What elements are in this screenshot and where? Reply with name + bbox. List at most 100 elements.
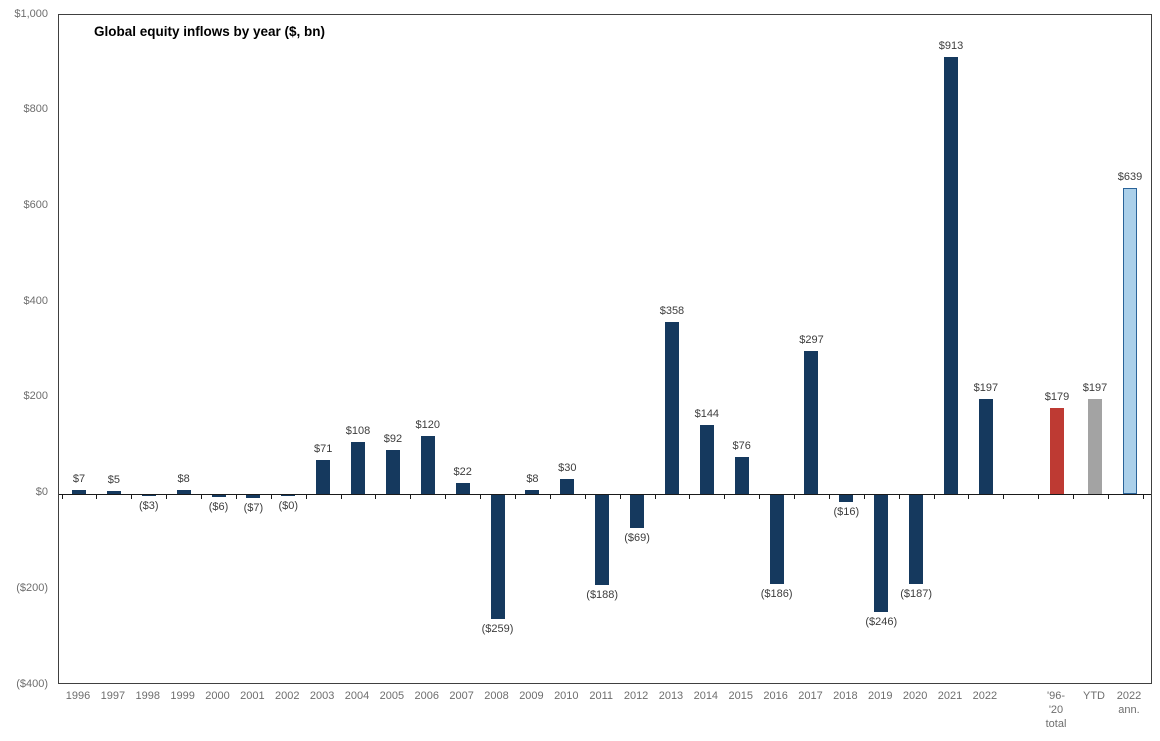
bar-value-label: $76: [732, 440, 751, 453]
x-tick-label: 2002: [275, 690, 300, 702]
x-tick-label: 2013: [658, 690, 684, 702]
axis-tick: [410, 493, 412, 499]
axis-tick: [201, 493, 203, 499]
x-tick-label: 1996: [65, 690, 91, 702]
bar-2001: [246, 494, 261, 498]
y-tick-label: $200: [23, 390, 48, 403]
axis-tick: [340, 493, 342, 499]
bar-value-label: $71: [313, 442, 333, 455]
bar-1999: [176, 489, 191, 494]
bar-2004: [351, 441, 366, 494]
x-tick-label: 1998: [135, 690, 160, 702]
y-tick-label: $1,000: [14, 7, 48, 20]
bar-2020: [909, 494, 924, 585]
axis-tick: [1038, 493, 1040, 499]
x-tick-label: 2003: [309, 690, 335, 702]
bar-2010: [560, 479, 575, 494]
x-tick-label: 2021: [937, 690, 963, 702]
y-tick-label: $800: [23, 103, 48, 116]
x-tick-label: 2005: [379, 690, 405, 702]
bar-value-label: $8: [526, 472, 539, 485]
axis-tick: [375, 493, 377, 499]
y-tick-label: ($400): [16, 677, 48, 690]
bar-2000: [211, 494, 226, 498]
bar-value-label: $197: [1082, 382, 1108, 395]
bar-value-label: $30: [558, 462, 577, 475]
bar-value-label: ($187): [900, 588, 932, 601]
axis-tick: [305, 493, 307, 499]
bar-2009: [525, 489, 540, 494]
axis-tick: [445, 493, 447, 499]
axis-tick: [515, 493, 516, 499]
bar-2015: [734, 457, 749, 494]
bar-2013: [664, 322, 679, 494]
bar-value-label: ($188): [586, 588, 619, 601]
axis-tick: [166, 493, 168, 499]
bar-value-label: $639: [1117, 170, 1143, 183]
x-tick-label: 2008: [484, 690, 509, 702]
bar-value-label: ($259): [481, 622, 514, 635]
y-tick-label: ($200): [16, 581, 48, 594]
axis-tick: [968, 493, 970, 499]
axis-tick: [654, 493, 656, 499]
x-tick-label: 2001: [240, 690, 265, 702]
bar-value-label: $197: [973, 382, 999, 395]
y-tick-label: $400: [23, 294, 48, 307]
bar-value-label: ($3): [138, 500, 159, 512]
bar-value-label: $92: [383, 432, 403, 445]
bar-2014: [699, 424, 714, 494]
bar-value-label: $8: [177, 472, 190, 485]
bar-value-label: ($16): [833, 506, 860, 519]
bar-value-label: ($246): [865, 616, 898, 629]
axis-tick: [619, 493, 621, 499]
bar-ytd: [1088, 399, 1102, 494]
axis-tick: [863, 493, 865, 499]
bar-value-label: $5: [107, 474, 120, 487]
bar-2011: [595, 494, 610, 585]
bar-value-label: ($186): [760, 587, 793, 600]
axis-tick: [61, 493, 63, 499]
axis-tick: [898, 493, 900, 499]
axis-tick: [235, 493, 237, 499]
bar-value-label: ($0): [278, 499, 299, 512]
bar-1996: [72, 490, 86, 494]
x-tick-label: 2006: [414, 690, 440, 702]
zero-axis-line: [59, 493, 1151, 495]
axis-tick: [131, 493, 133, 499]
axis-tick: [794, 493, 796, 499]
bar-2005: [385, 449, 400, 494]
x-tick-label: 2000: [205, 690, 230, 702]
axis-tick: [270, 493, 272, 499]
x-tick-label: 2022 ann.: [1116, 690, 1142, 716]
plot-area: Global equity inflows by year ($, bn) $7…: [58, 14, 1152, 684]
bar-value-label: ($7): [243, 501, 264, 514]
bar-2022: [978, 399, 993, 494]
bar-1998: [141, 494, 156, 496]
bar-2002: [281, 494, 296, 496]
bar-2006: [420, 436, 435, 494]
x-tick-label: 1997: [100, 690, 126, 702]
bar-2019: [874, 494, 889, 613]
bar-value-label: $913: [938, 39, 964, 52]
bar-2022-ann: [1123, 187, 1137, 494]
bar-2016: [769, 494, 784, 584]
bar-value-label: $22: [453, 466, 472, 479]
x-tick-label: 2017: [798, 690, 823, 702]
x-tick-label: 2014: [693, 690, 719, 702]
bar-value-label: ($6): [208, 501, 229, 514]
bar-value-label: $358: [659, 305, 685, 318]
axis-tick: [1142, 493, 1144, 499]
y-tick-label: $0: [35, 486, 48, 499]
x-tick-label: 2015: [728, 690, 753, 702]
axis-tick: [759, 493, 761, 499]
bar-value-label: $144: [694, 407, 720, 420]
x-tick-label: 2019: [867, 690, 893, 702]
bar-2017: [804, 351, 819, 494]
axis-tick: [549, 493, 551, 499]
bar-96-20-total: [1050, 407, 1064, 494]
axis-tick: [1073, 493, 1075, 499]
bar-value-label: $179: [1044, 390, 1070, 403]
x-tick-label: 2009: [519, 690, 544, 702]
x-tick-label: 2020: [902, 690, 928, 702]
